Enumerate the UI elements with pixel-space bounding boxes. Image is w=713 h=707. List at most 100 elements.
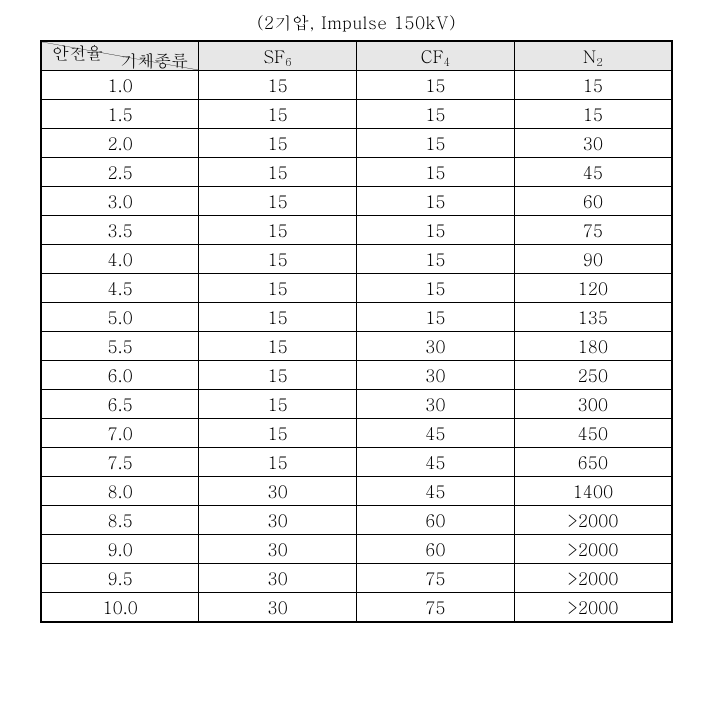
table-row: 9.03060>2000 <box>41 535 672 564</box>
cell-key: 6.5 <box>41 390 199 419</box>
cell-cf4: 30 <box>357 332 515 361</box>
cell-key: 8.5 <box>41 506 199 535</box>
cell-cf4: 15 <box>357 71 515 100</box>
header-sf6-main: SF <box>264 44 286 68</box>
cell-cf4: 15 <box>357 274 515 303</box>
cell-cf4: 45 <box>357 419 515 448</box>
cell-sf6: 15 <box>199 100 357 129</box>
table-row: 3.5151575 <box>41 216 672 245</box>
cell-key: 6.0 <box>41 361 199 390</box>
cell-key: 1.0 <box>41 71 199 100</box>
header-n2-sub: 2 <box>596 55 603 70</box>
cell-key: 8.0 <box>41 477 199 506</box>
cell-key: 7.0 <box>41 419 199 448</box>
header-cf4-main: CF <box>421 44 444 68</box>
header-diag-bottom: 안전율 <box>52 41 103 64</box>
cell-cf4: 45 <box>357 477 515 506</box>
cell-key: 1.5 <box>41 100 199 129</box>
cell-key: 3.0 <box>41 187 199 216</box>
cell-n2: 15 <box>514 100 672 129</box>
cell-cf4: 15 <box>357 303 515 332</box>
cell-n2: 45 <box>514 158 672 187</box>
table-row: 7.51545650 <box>41 448 672 477</box>
cell-key: 2.5 <box>41 158 199 187</box>
table-row: 4.0151590 <box>41 245 672 274</box>
table-row: 8.53060>2000 <box>41 506 672 535</box>
cell-cf4: 30 <box>357 390 515 419</box>
cell-key: 5.0 <box>41 303 199 332</box>
cell-key: 4.5 <box>41 274 199 303</box>
table-row: 6.51530300 <box>41 390 672 419</box>
table-row: 1.0151515 <box>41 71 672 100</box>
table-row: 3.0151560 <box>41 187 672 216</box>
cell-n2: 450 <box>514 419 672 448</box>
header-diag-top: 기체종류 <box>120 48 188 71</box>
cell-sf6: 30 <box>199 564 357 593</box>
cell-sf6: 30 <box>199 535 357 564</box>
cell-cf4: 60 <box>357 506 515 535</box>
cell-n2: 250 <box>514 361 672 390</box>
cell-key: 9.0 <box>41 535 199 564</box>
table-row: 4.51515120 <box>41 274 672 303</box>
cell-sf6: 15 <box>199 158 357 187</box>
cell-key: 9.5 <box>41 564 199 593</box>
cell-n2: 75 <box>514 216 672 245</box>
cell-sf6: 15 <box>199 71 357 100</box>
header-col-cf4: CF4 <box>357 41 515 71</box>
cell-sf6: 15 <box>199 274 357 303</box>
cell-cf4: 60 <box>357 535 515 564</box>
cell-n2: >2000 <box>514 564 672 593</box>
cell-n2: 650 <box>514 448 672 477</box>
cell-sf6: 15 <box>199 187 357 216</box>
table-row: 6.01530250 <box>41 361 672 390</box>
cell-n2: >2000 <box>514 535 672 564</box>
table-row: 2.5151545 <box>41 158 672 187</box>
cell-cf4: 15 <box>357 129 515 158</box>
cell-n2: 300 <box>514 390 672 419</box>
header-diagonal-cell: 기체종류 안전율 <box>41 41 199 71</box>
table-row: 9.53075>2000 <box>41 564 672 593</box>
table-row: 8.030451400 <box>41 477 672 506</box>
cell-sf6: 15 <box>199 216 357 245</box>
cell-key: 5.5 <box>41 332 199 361</box>
cell-n2: 90 <box>514 245 672 274</box>
cell-key: 10.0 <box>41 593 199 623</box>
cell-sf6: 15 <box>199 303 357 332</box>
header-col-n2: N2 <box>514 41 672 71</box>
cell-sf6: 15 <box>199 245 357 274</box>
cell-sf6: 15 <box>199 419 357 448</box>
cell-cf4: 15 <box>357 158 515 187</box>
cell-cf4: 15 <box>357 187 515 216</box>
table-row: 1.5151515 <box>41 100 672 129</box>
cell-cf4: 15 <box>357 100 515 129</box>
header-cf4-sub: 4 <box>444 55 451 70</box>
table-row: 5.01515135 <box>41 303 672 332</box>
cell-cf4: 75 <box>357 564 515 593</box>
cell-n2: >2000 <box>514 593 672 623</box>
cell-cf4: 30 <box>357 361 515 390</box>
cell-sf6: 15 <box>199 361 357 390</box>
header-row: 기체종류 안전율 SF6 CF4 N2 <box>41 41 672 71</box>
cell-sf6: 15 <box>199 448 357 477</box>
cell-sf6: 15 <box>199 332 357 361</box>
cell-n2: 120 <box>514 274 672 303</box>
table-body: 1.01515151.51515152.01515302.51515453.01… <box>41 71 672 623</box>
cell-n2: 1400 <box>514 477 672 506</box>
header-col-sf6: SF6 <box>199 41 357 71</box>
data-table: 기체종류 안전율 SF6 CF4 N2 1.01515151.51515152.… <box>40 40 673 623</box>
cell-sf6: 30 <box>199 506 357 535</box>
cell-key: 2.0 <box>41 129 199 158</box>
cell-sf6: 30 <box>199 477 357 506</box>
header-n2-main: N <box>583 44 596 68</box>
cell-cf4: 75 <box>357 593 515 623</box>
cell-key: 7.5 <box>41 448 199 477</box>
cell-n2: 60 <box>514 187 672 216</box>
cell-cf4: 15 <box>357 216 515 245</box>
table-row: 2.0151530 <box>41 129 672 158</box>
cell-key: 3.5 <box>41 216 199 245</box>
cell-cf4: 15 <box>357 245 515 274</box>
table-row: 10.03075>2000 <box>41 593 672 623</box>
cell-sf6: 15 <box>199 390 357 419</box>
cell-n2: 30 <box>514 129 672 158</box>
table-header: 기체종류 안전율 SF6 CF4 N2 <box>41 41 672 71</box>
